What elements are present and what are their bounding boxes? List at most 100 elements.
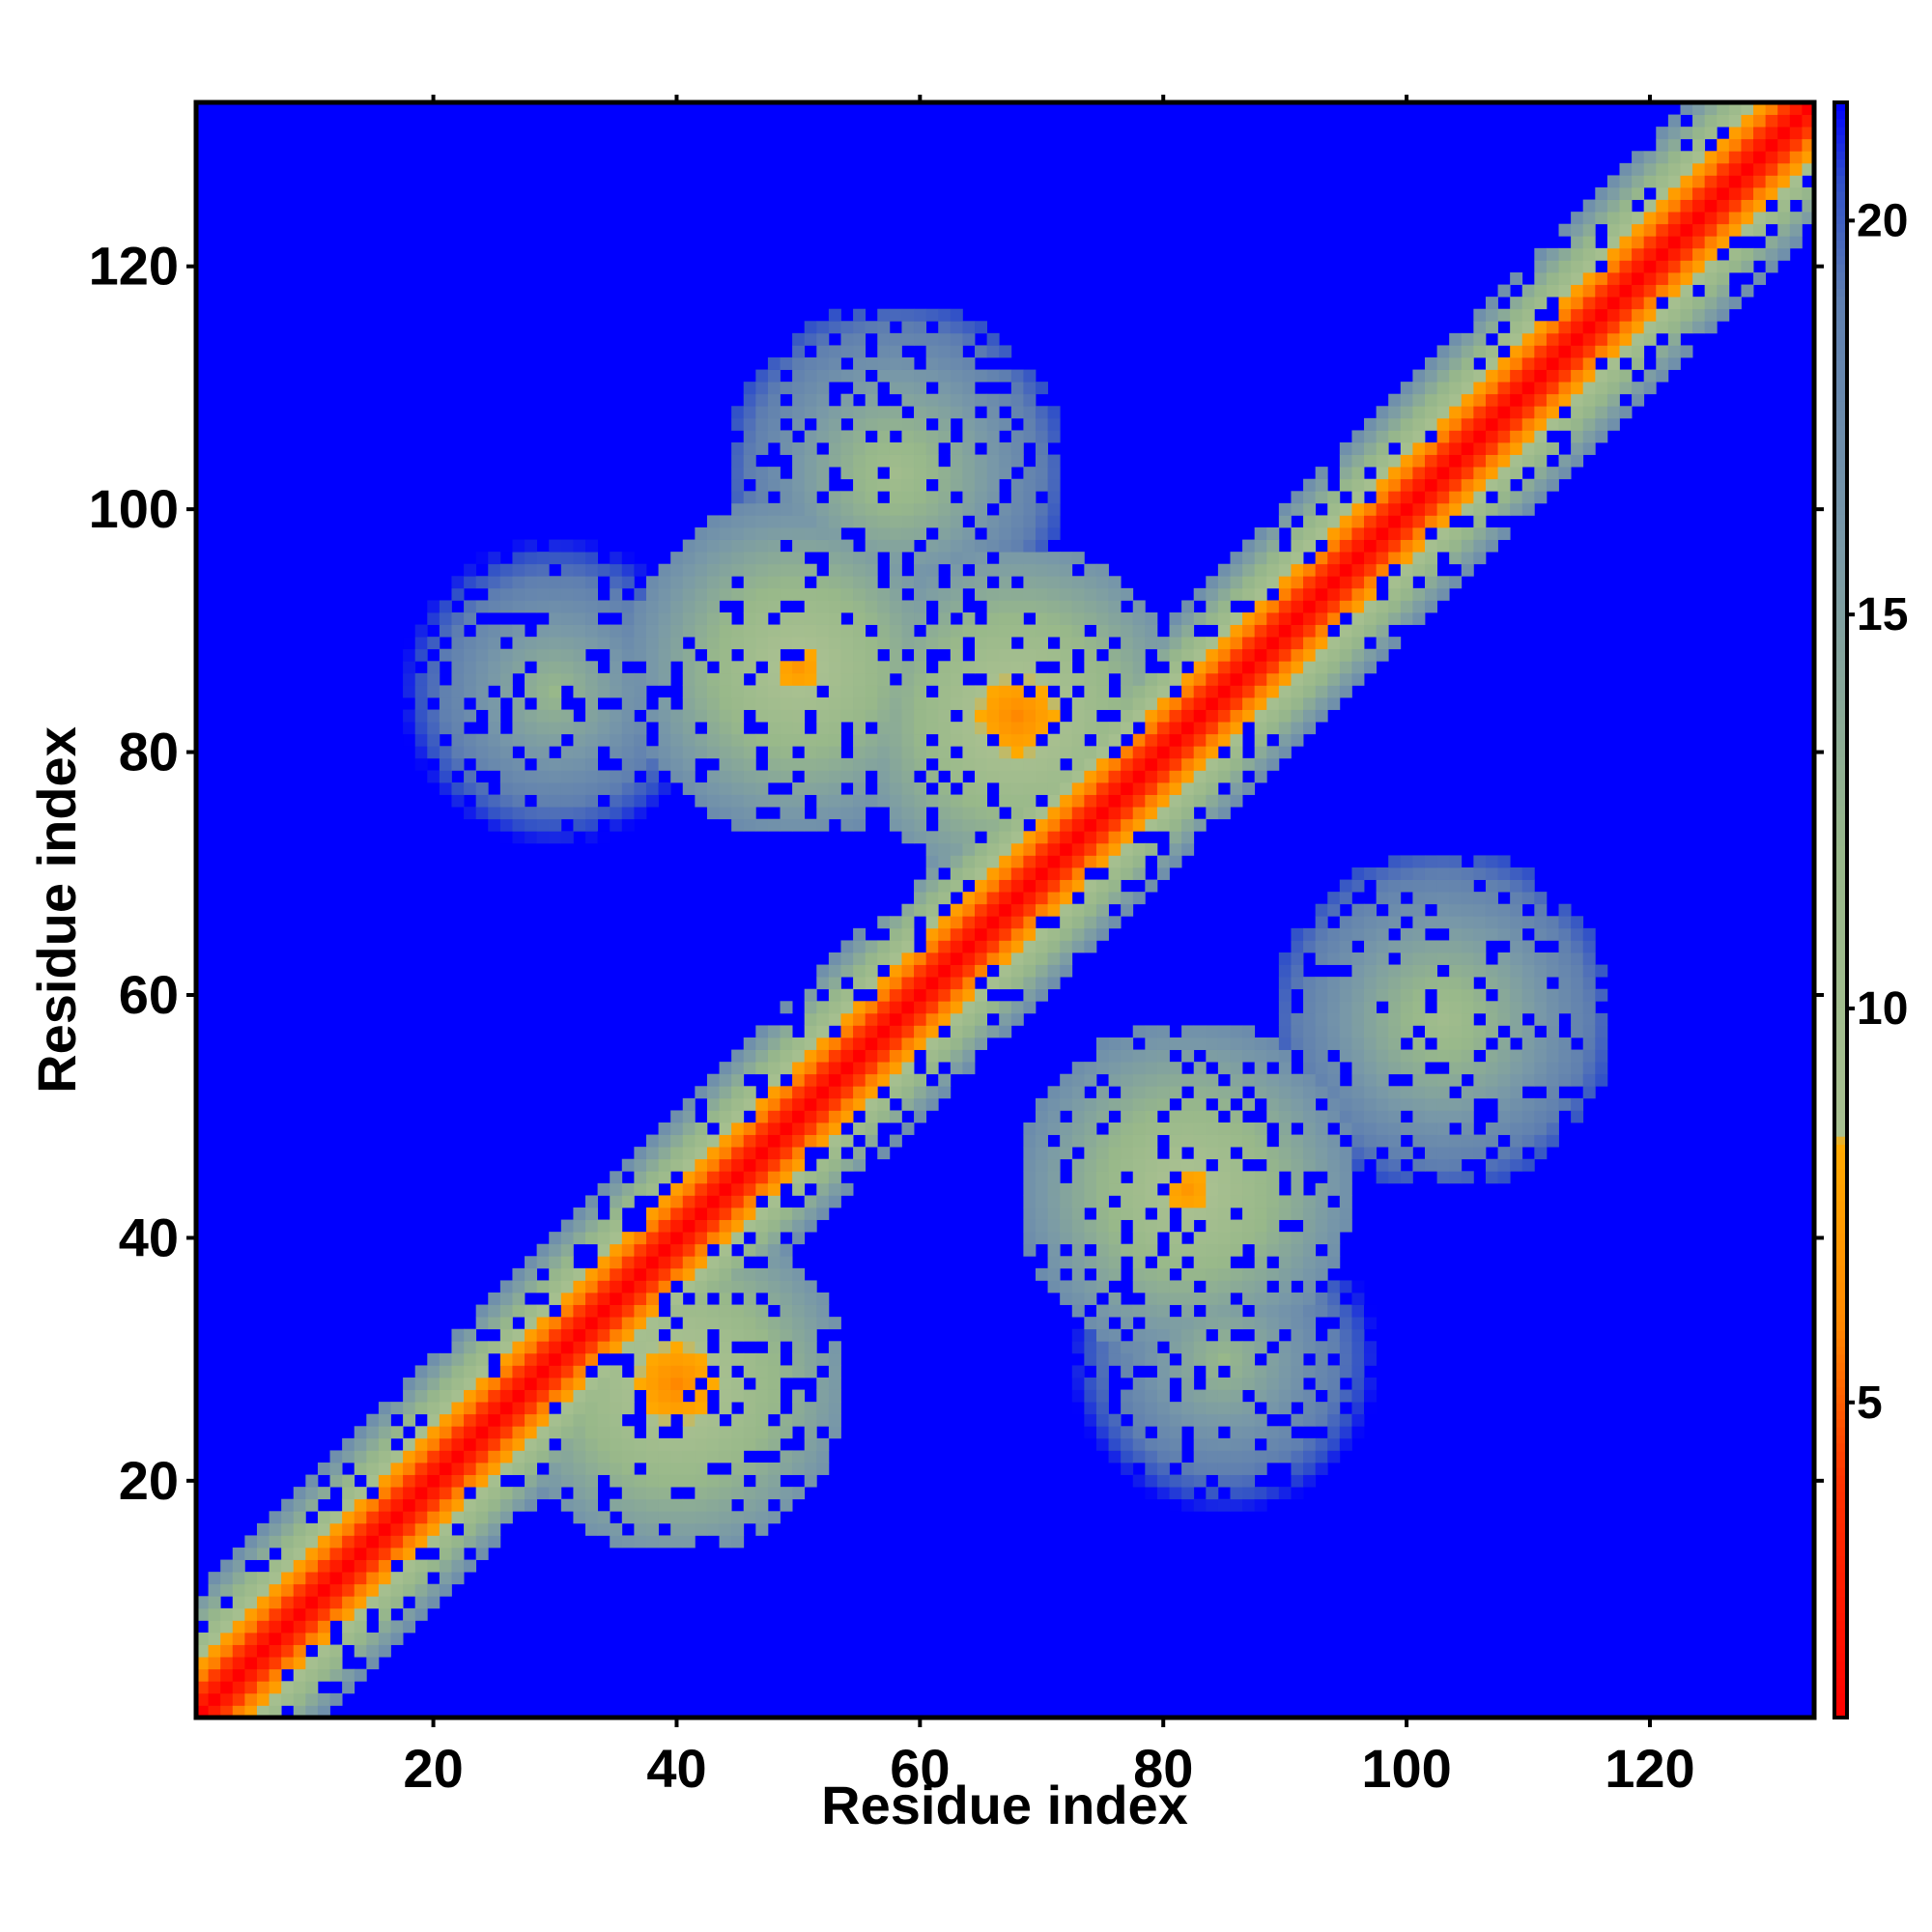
heatmap-cell	[403, 1378, 416, 1390]
heatmap-cell	[1364, 478, 1378, 492]
heatmap-cell	[828, 454, 841, 468]
heatmap-cell	[816, 746, 830, 759]
heatmap-cell	[1388, 552, 1402, 565]
heatmap-cell	[1534, 430, 1548, 443]
heatmap-cell	[889, 988, 902, 1002]
heatmap-cell	[597, 782, 611, 795]
heatmap-cell	[488, 1402, 501, 1415]
heatmap-cell	[488, 1522, 501, 1536]
heatmap-cell	[585, 1511, 598, 1524]
heatmap-cell	[512, 648, 526, 662]
heatmap-cell	[1169, 1243, 1182, 1257]
heatmap-cell	[1510, 1097, 1523, 1111]
heatmap-cell	[962, 430, 976, 443]
heatmap-cell	[1121, 1147, 1134, 1160]
heatmap-cell	[816, 1317, 830, 1330]
heatmap-cell	[549, 648, 562, 662]
heatmap-cell	[621, 552, 635, 565]
heatmap-cell	[901, 988, 915, 1002]
heatmap-cell	[597, 807, 611, 820]
heatmap-cell	[877, 782, 891, 795]
heatmap-cell	[1291, 648, 1304, 662]
heatmap-cell	[938, 831, 952, 844]
heatmap-cell	[451, 1378, 465, 1390]
heatmap-cell	[804, 685, 817, 698]
heatmap-cell	[354, 1437, 367, 1451]
heatmap-cell	[706, 576, 720, 589]
heatmap-cell	[999, 515, 1012, 528]
heatmap-cell	[1035, 964, 1048, 978]
heatmap-cell	[1071, 807, 1085, 820]
heatmap-cell	[1388, 1025, 1402, 1038]
heatmap-cell	[1230, 1365, 1243, 1378]
heatmap-cell	[804, 624, 817, 638]
heatmap-cell	[439, 1572, 452, 1585]
heatmap-cell	[451, 1511, 465, 1524]
heatmap-cell	[293, 1522, 306, 1536]
heatmap-cell	[1278, 1147, 1292, 1160]
heatmap-cell	[1364, 612, 1378, 625]
heatmap-cell	[1315, 697, 1328, 710]
heatmap-cell	[1558, 454, 1572, 468]
heatmap-cell	[889, 502, 902, 516]
heatmap-cell	[403, 1559, 416, 1573]
heatmap-cell	[439, 1463, 452, 1475]
heatmap-cell	[1351, 952, 1365, 965]
heatmap-cell	[549, 1232, 562, 1245]
heatmap-cell	[828, 1049, 841, 1063]
heatmap-cell	[585, 722, 598, 735]
heatmap-cell	[682, 1522, 696, 1536]
heatmap-cell	[1254, 722, 1267, 735]
heatmap-cell	[1364, 1317, 1378, 1330]
heatmap-cell	[1047, 1171, 1061, 1184]
heatmap-cell	[281, 1644, 295, 1658]
heatmap-cell	[1206, 1256, 1219, 1269]
heatmap-cell	[1156, 1293, 1170, 1305]
heatmap-cell	[1206, 600, 1219, 613]
heatmap-cell	[901, 1122, 915, 1135]
heatmap-cell	[1388, 417, 1402, 431]
heatmap-cell	[950, 587, 963, 601]
heatmap-cell	[1558, 1037, 1572, 1050]
heatmap-cell	[828, 1317, 841, 1330]
heatmap-cell	[986, 892, 1000, 905]
heatmap-cell	[950, 685, 963, 698]
heatmap-cell	[767, 1243, 781, 1257]
heatmap-cell	[342, 1522, 355, 1536]
heatmap-cell	[1278, 988, 1292, 1002]
heatmap-cell	[780, 1171, 793, 1184]
heatmap-cell	[573, 770, 586, 783]
heatmap-cell	[1339, 892, 1352, 905]
heatmap-cell	[621, 733, 635, 747]
heatmap-cell	[840, 406, 854, 419]
heatmap-cell	[804, 587, 817, 601]
heatmap-cell	[682, 1256, 696, 1269]
heatmap-cell	[695, 1304, 708, 1318]
heatmap-cell	[1254, 757, 1267, 771]
heatmap-cell	[792, 345, 806, 358]
heatmap-cell	[925, 576, 939, 589]
heatmap-cell	[499, 1426, 513, 1439]
heatmap-cell	[1412, 1158, 1426, 1172]
heatmap-cell	[1108, 1134, 1122, 1148]
heatmap-cell	[743, 1352, 756, 1366]
heatmap-cell	[1546, 1049, 1559, 1063]
heatmap-cell	[512, 1389, 526, 1403]
heatmap-cell	[986, 879, 1000, 893]
heatmap-cell	[1461, 552, 1474, 565]
heatmap-cell	[743, 1208, 756, 1220]
heatmap-cell	[1060, 648, 1073, 662]
heatmap-cell	[1449, 1147, 1463, 1160]
heatmap-cell	[877, 308, 891, 322]
heatmap-cell	[1095, 831, 1109, 844]
heatmap-cell	[767, 467, 781, 480]
heatmap-cell	[950, 661, 963, 674]
heatmap-cell	[512, 637, 526, 650]
heatmap-cell	[731, 685, 745, 698]
heatmap-cell	[975, 927, 988, 941]
heatmap-cell	[1327, 1280, 1341, 1293]
heatmap-cell	[853, 782, 867, 795]
heatmap-cell	[1315, 1304, 1328, 1318]
heatmap-cell	[378, 1413, 391, 1427]
heatmap-cell	[560, 831, 574, 844]
